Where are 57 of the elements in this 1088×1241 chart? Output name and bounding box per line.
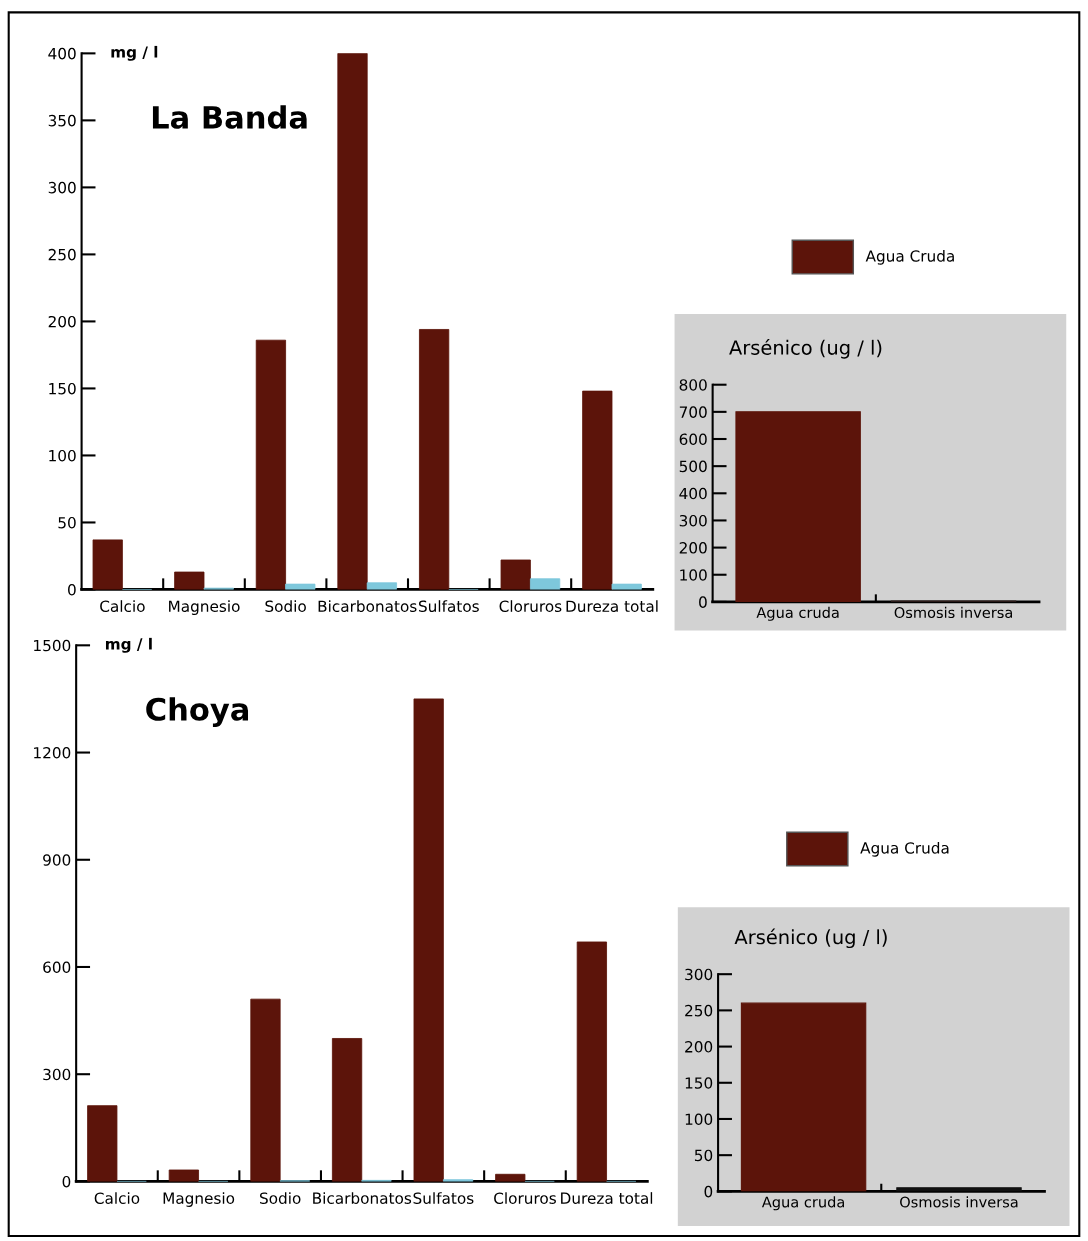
y-tick-label: 300 (679, 514, 707, 527)
x-tick-label: Dureza total (561, 1192, 653, 1204)
x-tick-label: Calcio (94, 1192, 140, 1204)
y-tick-label: 250 (48, 248, 76, 261)
y-tick-label: 100 (685, 1113, 713, 1125)
y-tick-label: 100 (49, 449, 76, 462)
y-tick-label: 0 (68, 583, 76, 596)
x-tick-label: Sodio (260, 1192, 301, 1204)
y-tick-label: 400 (679, 487, 707, 500)
y-tick-label: 600 (43, 961, 71, 974)
y-tick-label: 300 (43, 1068, 71, 1081)
legend-label: Agua Cruda (865, 249, 954, 265)
y-tick-label: 150 (685, 1077, 713, 1089)
y-tick-label: 300 (685, 968, 713, 981)
y-tick-label: 0 (699, 596, 707, 608)
x-tick-label: Agua cruda (761, 1196, 844, 1211)
y-tick-label: 200 (48, 315, 76, 328)
y-tick-label: 300 (48, 181, 76, 194)
y-tick-label: 0 (62, 1175, 71, 1188)
y-tick-label: 250 (685, 1004, 713, 1017)
y-tick-label: 600 (679, 433, 707, 446)
y-tick-label: 1500 (34, 639, 71, 652)
text: La Banda (152, 105, 307, 129)
x-tick-label: Sulfatos (413, 1192, 474, 1204)
y-tick-label: 0 (704, 1185, 713, 1198)
x-tick-label: Bicarbonatos (318, 600, 417, 613)
y-tick-label: 150 (49, 382, 76, 395)
x-tick-label: Calcio (100, 600, 145, 613)
y-tick-label: 500 (679, 460, 707, 473)
y-tick-label: 50 (58, 516, 76, 529)
y-tick-label: 50 (694, 1149, 713, 1162)
x-tick-label: Osmosis inversa (894, 606, 1012, 619)
y-tick-label: 700 (679, 406, 707, 418)
x-tick-label: Bicarbonatos (313, 1192, 412, 1204)
text: Choya (146, 697, 249, 727)
y-tick-label: 800 (679, 379, 707, 391)
y-tick-label: 350 (48, 114, 76, 127)
y-axis-title: mg / l (111, 45, 158, 61)
legend-label: Agua Cruda (860, 841, 949, 857)
chart-title: Arsénico (ug / l) (729, 339, 882, 359)
x-tick-label: Sulfatos (418, 600, 479, 613)
y-tick-label: 200 (679, 542, 707, 554)
chart-title: Arsénico (ug / l) (734, 928, 887, 949)
y-tick-label: 900 (43, 854, 71, 866)
y-tick-label: 400 (48, 47, 76, 60)
y-axis-title: mg / l (105, 637, 152, 653)
y-tick-label: 200 (685, 1041, 713, 1053)
x-tick-label: Osmosis inversa (900, 1196, 1018, 1208)
x-tick-label: Dureza total (566, 600, 658, 613)
x-tick-label: Cloruros (494, 1192, 556, 1204)
x-tick-label: Agua cruda (756, 606, 839, 621)
x-tick-label: Magnesio (163, 1192, 235, 1207)
x-tick-label: Sodio (265, 600, 306, 613)
y-tick-label: 100 (680, 569, 707, 581)
x-tick-label: Magnesio (169, 600, 240, 615)
x-tick-label: Cloruros (499, 600, 562, 613)
y-tick-label: 1200 (34, 747, 71, 759)
